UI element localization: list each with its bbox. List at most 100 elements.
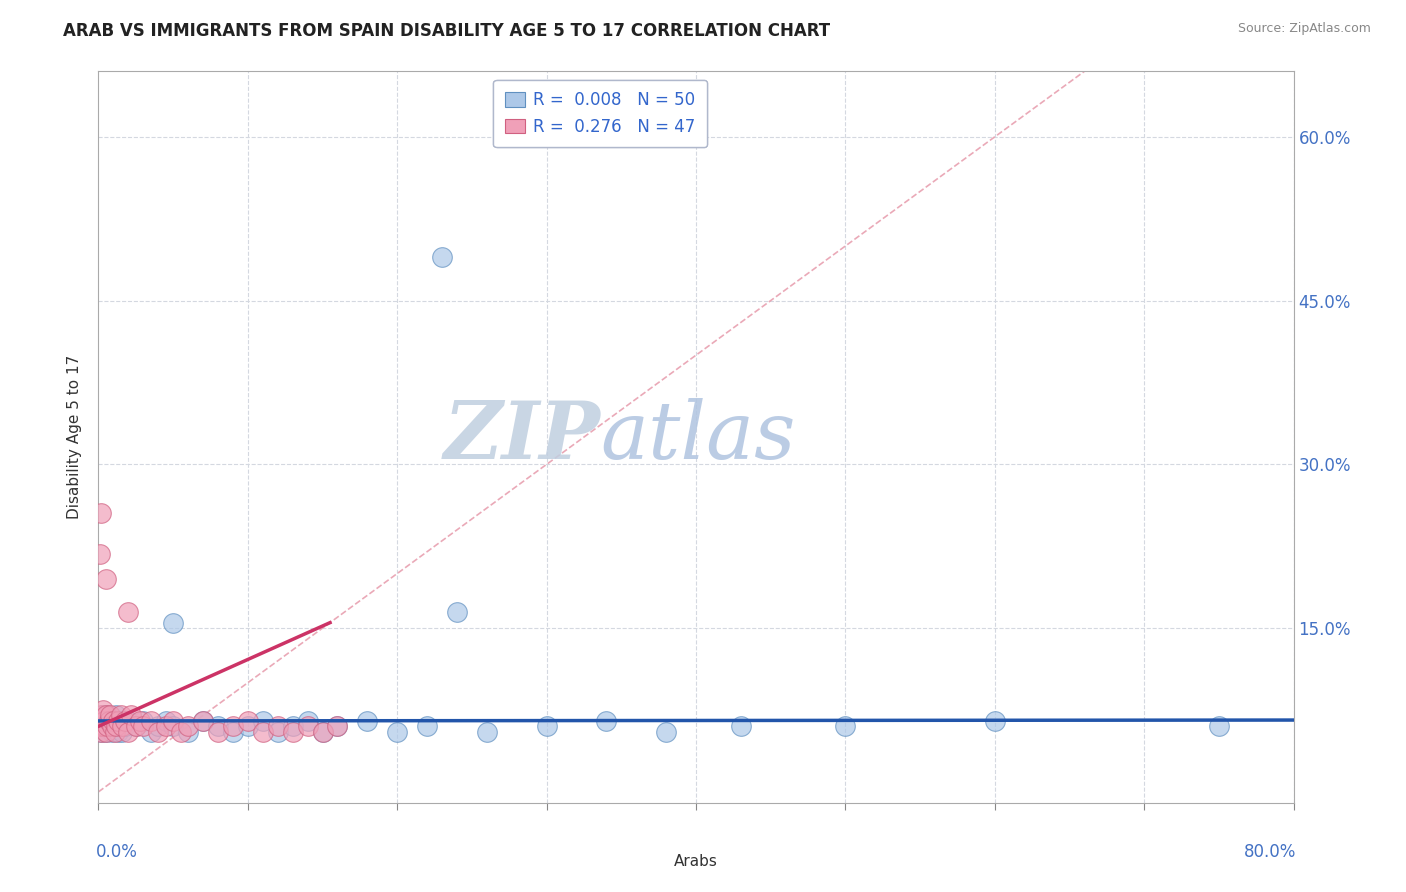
Point	[90, 708, 112, 723]
Point	[114, 719, 136, 733]
Point	[281, 719, 304, 733]
Point	[177, 719, 200, 733]
Point	[155, 719, 177, 733]
Point	[132, 719, 155, 733]
Point	[132, 714, 155, 728]
Point	[326, 719, 349, 733]
Point	[90, 507, 112, 521]
Point	[536, 719, 558, 733]
Point	[89, 719, 111, 733]
Point	[90, 724, 112, 739]
Point	[111, 719, 134, 733]
Point	[90, 724, 112, 739]
Point	[107, 714, 129, 728]
Point	[91, 703, 114, 717]
Point	[222, 719, 245, 733]
Point	[655, 724, 678, 739]
Point	[129, 714, 152, 728]
Point	[139, 714, 162, 728]
Point	[104, 724, 127, 739]
Point	[103, 719, 125, 733]
Point	[207, 724, 229, 739]
Point	[96, 719, 118, 733]
Text: ZIP: ZIP	[443, 399, 600, 475]
Point	[385, 724, 409, 739]
Point	[103, 714, 125, 728]
Point	[105, 719, 128, 733]
Point	[108, 719, 131, 733]
Point	[94, 572, 117, 586]
Point	[162, 714, 184, 728]
Point	[169, 724, 191, 739]
Point	[984, 714, 1007, 728]
Point	[236, 719, 259, 733]
Point	[311, 724, 333, 739]
Point	[252, 724, 274, 739]
Point	[91, 708, 114, 723]
Point	[125, 719, 148, 733]
Point	[90, 719, 112, 733]
Y-axis label: Disability Age 5 to 17: Disability Age 5 to 17	[67, 355, 83, 519]
Point	[155, 714, 177, 728]
Point	[475, 724, 498, 739]
Point	[120, 708, 142, 723]
Point	[252, 714, 274, 728]
Point	[416, 719, 439, 733]
Point	[89, 714, 111, 728]
Point	[297, 714, 319, 728]
Point	[162, 719, 184, 733]
Point	[117, 724, 139, 739]
Point	[117, 605, 139, 619]
Point	[430, 250, 453, 264]
Point	[89, 547, 111, 561]
Point	[267, 724, 290, 739]
Text: 0.0%: 0.0%	[96, 843, 138, 861]
Point	[105, 708, 128, 723]
Text: Source: ZipAtlas.com: Source: ZipAtlas.com	[1237, 22, 1371, 36]
Point	[93, 714, 115, 728]
Point	[96, 708, 118, 723]
Legend: R =  0.008   N = 50, R =  0.276   N = 47: R = 0.008 N = 50, R = 0.276 N = 47	[494, 79, 707, 147]
Point	[191, 714, 214, 728]
Point	[834, 719, 856, 733]
Point	[281, 724, 304, 739]
Point	[89, 714, 111, 728]
Point	[595, 714, 617, 728]
Point	[297, 719, 319, 733]
Point	[110, 708, 132, 723]
Point	[91, 719, 114, 733]
Point	[311, 724, 333, 739]
Point	[177, 724, 200, 739]
Point	[93, 714, 115, 728]
Point	[222, 724, 245, 739]
Point	[94, 708, 117, 723]
Point	[110, 714, 132, 728]
Text: 80.0%: 80.0%	[1243, 843, 1296, 861]
Point	[191, 714, 214, 728]
Point	[94, 724, 117, 739]
Point	[91, 714, 114, 728]
Point	[117, 714, 139, 728]
Point	[107, 724, 129, 739]
Point	[97, 719, 120, 733]
Point	[101, 724, 124, 739]
Point	[148, 724, 170, 739]
Text: ARAB VS IMMIGRANTS FROM SPAIN DISABILITY AGE 5 TO 17 CORRELATION CHART: ARAB VS IMMIGRANTS FROM SPAIN DISABILITY…	[63, 22, 831, 40]
Point	[446, 605, 468, 619]
Point	[104, 714, 127, 728]
Point	[90, 719, 112, 733]
Point	[267, 719, 290, 733]
Point	[98, 714, 122, 728]
Text: atlas: atlas	[600, 399, 796, 475]
Point	[111, 724, 134, 739]
Point	[97, 714, 120, 728]
Point	[101, 719, 124, 733]
Point	[1208, 719, 1230, 733]
Point	[139, 724, 162, 739]
Point	[148, 719, 170, 733]
Point	[730, 719, 752, 733]
Point	[356, 714, 378, 728]
Point	[326, 719, 349, 733]
Point	[93, 719, 115, 733]
Point	[236, 714, 259, 728]
